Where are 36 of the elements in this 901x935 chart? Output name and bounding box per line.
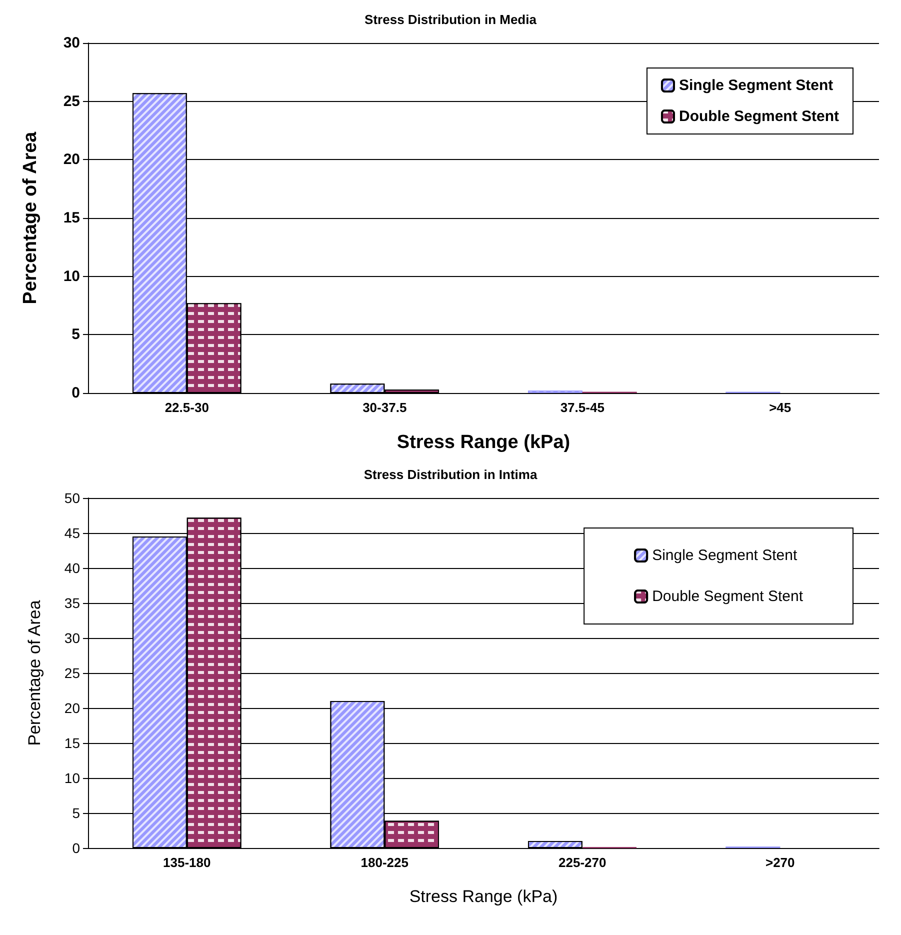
x-tick-label: 30-37.5 bbox=[362, 400, 407, 415]
y-tick-label: 5 bbox=[72, 326, 80, 344]
y-axis-title: Percentage of Area bbox=[20, 131, 41, 304]
y-axis-title: Percentage of Area bbox=[25, 600, 44, 746]
y-tick-label: 25 bbox=[63, 92, 80, 110]
y-tick-label: 10 bbox=[63, 268, 80, 285]
y-tick-label: 30 bbox=[64, 630, 80, 646]
y-tick-label: 15 bbox=[64, 735, 80, 751]
legend-label: Double Segment Stent bbox=[652, 588, 804, 605]
legend-label: Single Segment Stent bbox=[678, 77, 834, 94]
x-tick-label: 180-225 bbox=[360, 855, 408, 870]
y-tick-label: 20 bbox=[64, 700, 80, 716]
legend-label: Single Segment Stent bbox=[652, 547, 798, 564]
y-tick-label: 0 bbox=[72, 384, 80, 402]
chart-title: Stress Distribution in Media bbox=[364, 12, 538, 27]
x-tick-label: 225-270 bbox=[558, 855, 606, 870]
x-tick-label: 37.5-45 bbox=[560, 400, 604, 415]
y-tick-label: 30 bbox=[63, 34, 80, 52]
y-tick-label: 5 bbox=[72, 805, 80, 821]
x-tick-label: >270 bbox=[765, 855, 795, 870]
y-tick-label: 35 bbox=[64, 595, 80, 611]
y-tick-label: 0 bbox=[72, 840, 80, 856]
x-axis-title: Stress Range (kPa) bbox=[409, 887, 558, 906]
x-tick-label: >45 bbox=[769, 400, 792, 415]
y-tick-label: 45 bbox=[64, 525, 80, 541]
y-tick-label: 40 bbox=[64, 560, 80, 576]
y-tick-label: 10 bbox=[64, 770, 80, 786]
y-tick-label: 50 bbox=[64, 490, 80, 506]
x-tick-label: 22.5-30 bbox=[164, 400, 209, 415]
chart-title: Stress Distribution in Intima bbox=[364, 467, 538, 482]
y-tick-label: 15 bbox=[63, 210, 80, 226]
legend-label: Double Segment Stent bbox=[678, 108, 840, 125]
x-axis-title: Stress Range (kPa) bbox=[396, 432, 570, 453]
y-tick-label: 25 bbox=[64, 665, 80, 681]
y-tick-label: 20 bbox=[63, 151, 80, 168]
x-tick-label: 135-180 bbox=[163, 855, 211, 870]
